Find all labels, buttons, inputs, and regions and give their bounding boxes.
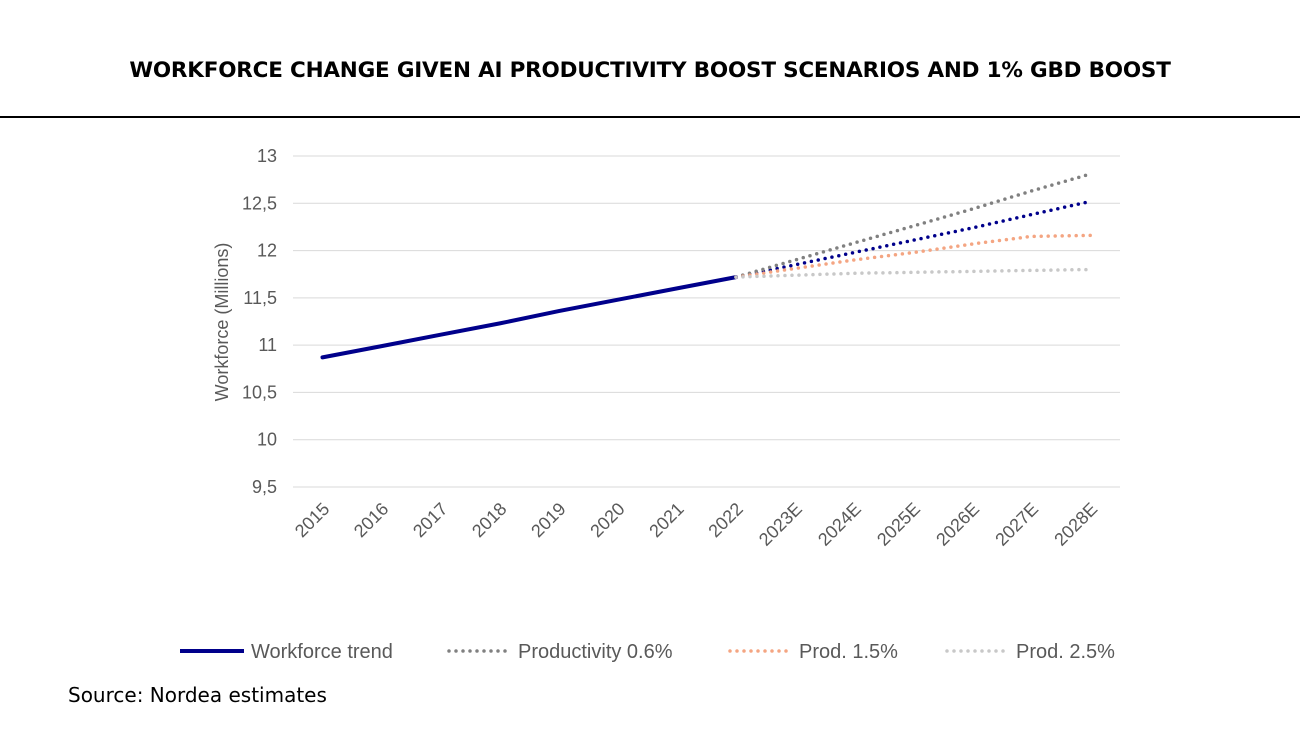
series-line-prod-2-5 — [734, 267, 1093, 279]
series-line-workforce-trend — [320, 275, 738, 360]
x-tick-label: 2021 — [645, 499, 687, 541]
series-line-scenario-1 — [734, 199, 1093, 279]
legend-label: Workforce trend — [251, 641, 393, 663]
source-note: Source: Nordea estimates — [68, 683, 327, 707]
line-chart: 9,5 10 10,5 11 11,5 12 12,5 13 2015 2016 2017 2018… — [180, 146, 1120, 663]
x-tick-label: 2027E — [991, 499, 1042, 550]
y-tick-label: 10 — [257, 430, 277, 450]
y-tick-label: 11,5 — [243, 288, 277, 308]
y-tick-label: 12,5 — [242, 193, 277, 213]
y-tick-label: 10,5 — [242, 382, 277, 402]
x-tick-label: 2025E — [873, 499, 924, 550]
series-lines — [320, 172, 1093, 360]
x-tick-label: 2028E — [1050, 499, 1101, 550]
legend-label: Prod. 2.5% — [1016, 641, 1115, 663]
y-axis-ticks: 9,5 10 10,5 11 11,5 12 12,5 13 — [242, 146, 277, 497]
x-axis-ticks: 2015 2016 2017 2018 2019 2020 2021 2022 2023E 202… — [291, 499, 1101, 550]
y-tick-label: 12 — [257, 241, 277, 261]
x-tick-label: 2020 — [586, 499, 628, 541]
x-tick-label: 2016 — [350, 499, 392, 541]
y-tick-label: 9,5 — [252, 477, 277, 497]
chart-title: WORKFORCE CHANGE GIVEN AI PRODUCTIVITY B… — [129, 58, 1171, 83]
x-tick-label: 2018 — [468, 499, 510, 541]
x-tick-label: 2022 — [704, 499, 746, 541]
y-tick-label: 11 — [258, 335, 277, 355]
x-tick-label: 2026E — [932, 499, 983, 550]
x-tick-label: 2015 — [291, 499, 333, 541]
y-tick-label: 13 — [257, 146, 277, 166]
y-axis-label: Workforce (Millions) — [212, 243, 232, 402]
gridlines — [293, 155, 1120, 488]
x-tick-label: 2017 — [409, 499, 451, 541]
series-line-productivity-0-6 — [734, 172, 1093, 279]
legend-label: Productivity 0.6% — [518, 641, 673, 663]
legend-label: Prod. 1.5% — [799, 641, 898, 663]
title-divider — [0, 116, 1300, 118]
x-tick-label: 2024E — [814, 499, 865, 550]
x-tick-label: 2023E — [755, 499, 806, 550]
legend: Workforce trend Productivity 0.6% Prod. 1.… — [180, 641, 1115, 663]
x-tick-label: 2019 — [527, 499, 569, 541]
